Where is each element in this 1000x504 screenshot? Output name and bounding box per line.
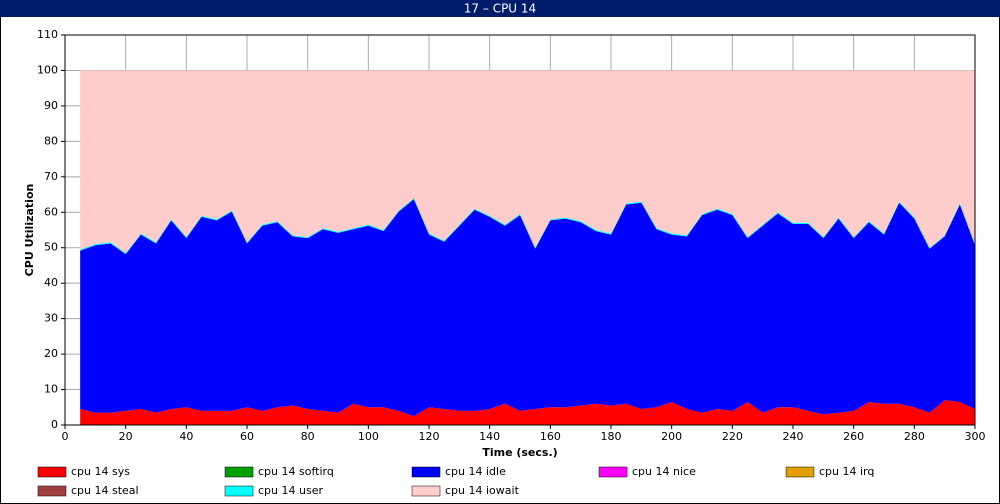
legend-swatch xyxy=(224,485,254,497)
legend-label: cpu 14 idle xyxy=(445,465,506,478)
y-tick-label: 50 xyxy=(44,241,58,254)
legend-label: cpu 14 sys xyxy=(71,465,130,478)
area xyxy=(80,199,975,417)
y-tick-label: 0 xyxy=(51,418,58,431)
legend-label: cpu 14 softirq xyxy=(258,465,334,478)
y-tick-label: 110 xyxy=(37,28,58,41)
y-tick-label: 100 xyxy=(37,63,58,76)
legend-swatch xyxy=(598,466,628,478)
y-tick-label: 40 xyxy=(44,276,58,289)
title-bar xyxy=(0,0,1000,17)
x-tick-label: 180 xyxy=(601,430,622,443)
y-tick-label: 30 xyxy=(44,312,58,325)
legend-swatch xyxy=(37,485,67,497)
y-tick-label: 90 xyxy=(44,99,58,112)
x-tick-label: 100 xyxy=(358,430,379,443)
x-tick-label: 160 xyxy=(540,430,561,443)
x-tick-label: 20 xyxy=(119,430,133,443)
legend-label: cpu 14 steal xyxy=(71,484,139,497)
chart-title: 17 – CPU 14 xyxy=(464,2,536,16)
x-axis-label: Time (secs.) xyxy=(482,446,557,459)
y-axis-label: CPU Utilization xyxy=(23,184,36,277)
y-tick-label: 70 xyxy=(44,170,58,183)
plot-border xyxy=(64,34,976,426)
legend-swatch xyxy=(411,466,441,478)
x-tick-label: 0 xyxy=(62,430,69,443)
y-tick-label: 60 xyxy=(44,205,58,218)
legend-label: cpu 14 iowait xyxy=(445,484,520,497)
legend-swatch xyxy=(37,466,67,478)
legend-swatch xyxy=(785,466,815,478)
x-tick-label: 40 xyxy=(179,430,193,443)
x-tick-label: 220 xyxy=(722,430,743,443)
legend-swatch xyxy=(224,466,254,478)
y-tick-label: 10 xyxy=(44,383,58,396)
x-tick-label: 140 xyxy=(479,430,500,443)
y-tick-label: 80 xyxy=(44,134,58,147)
legend-label: cpu 14 user xyxy=(258,484,323,497)
x-tick-label: 260 xyxy=(843,430,864,443)
area xyxy=(80,70,975,254)
x-tick-label: 240 xyxy=(783,430,804,443)
x-tick-label: 200 xyxy=(661,430,682,443)
legend-label: cpu 14 irq xyxy=(819,465,874,478)
legend-label: cpu 14 nice xyxy=(632,465,696,478)
x-tick-label: 300 xyxy=(965,430,986,443)
y-tick-label: 20 xyxy=(44,347,58,360)
area xyxy=(80,400,975,425)
x-tick-label: 280 xyxy=(904,430,925,443)
legend-swatch xyxy=(411,485,441,497)
x-tick-label: 60 xyxy=(240,430,254,443)
x-tick-label: 80 xyxy=(301,430,315,443)
x-tick-label: 120 xyxy=(419,430,440,443)
